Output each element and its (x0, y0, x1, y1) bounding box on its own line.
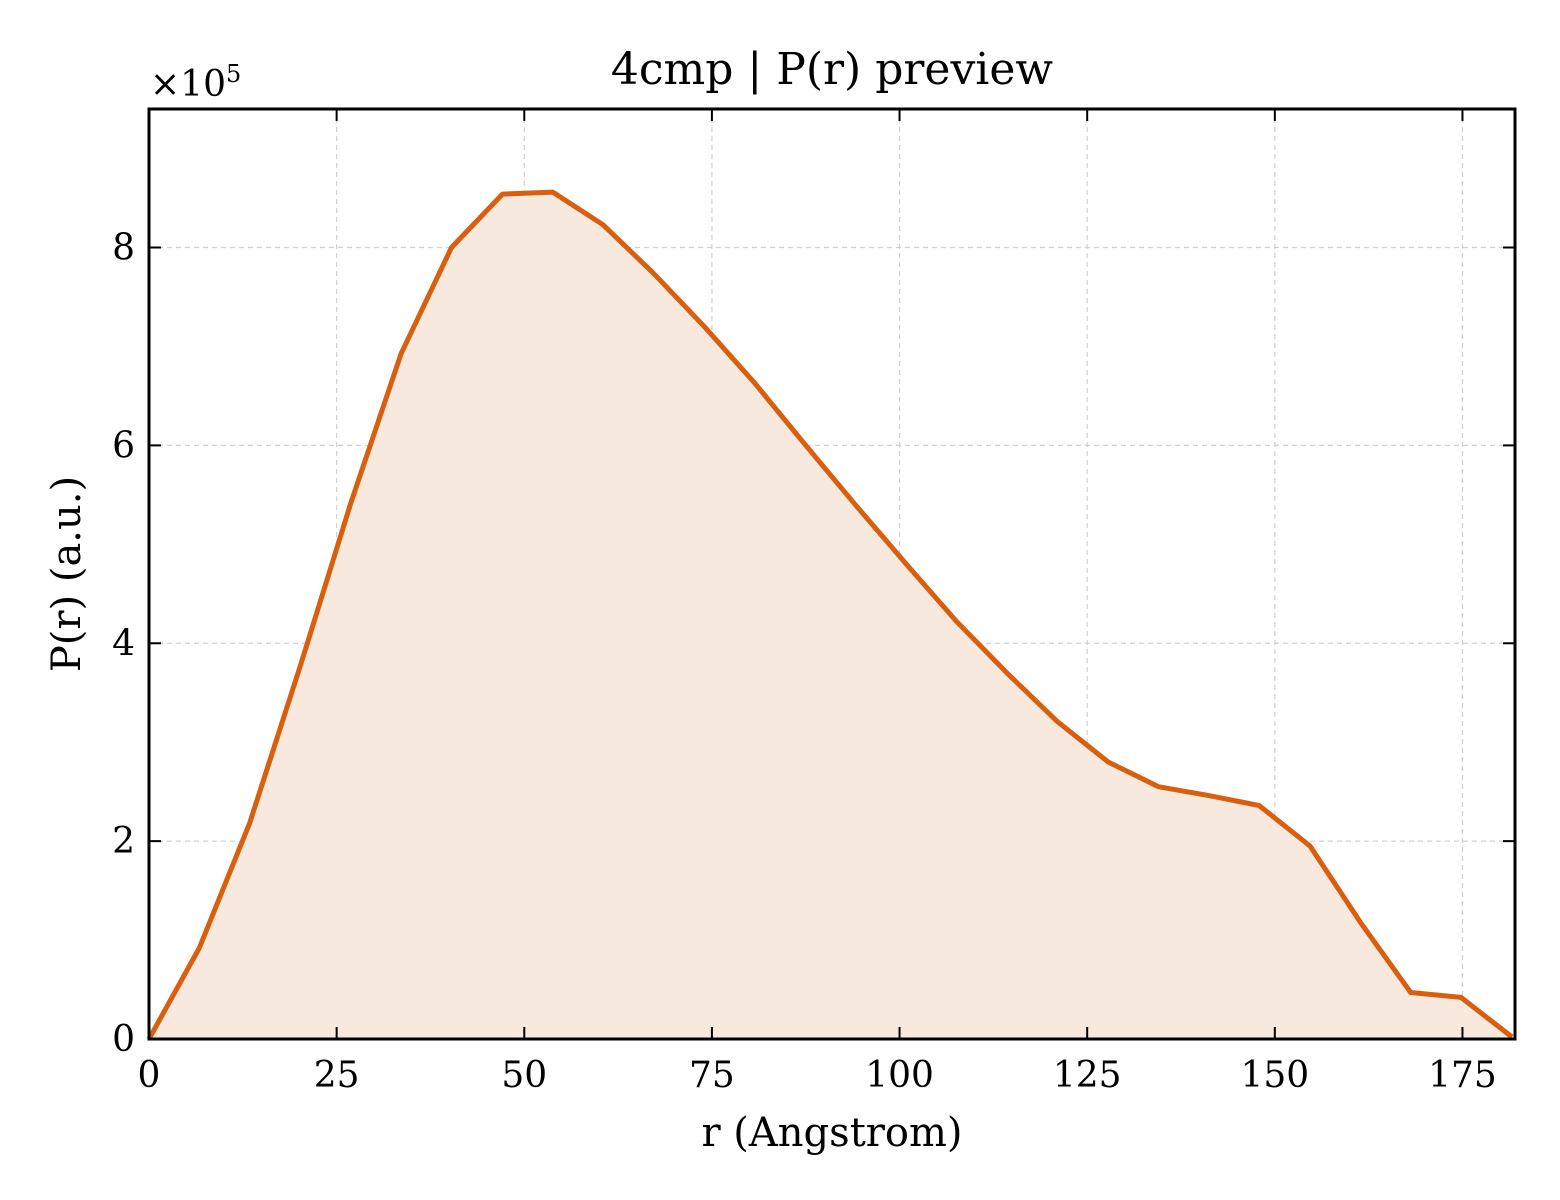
x-axis-label: r (Angstrom) (701, 1110, 962, 1156)
x-tick-label: 150 (1240, 1055, 1309, 1096)
chart-title: 4cmp | P(r) preview (611, 44, 1053, 95)
plot-frame (147, 107, 1517, 1041)
y-offset-exponent: 5 (226, 60, 241, 88)
y-tick-label: 4 (112, 623, 135, 664)
y-tick-label: 8 (112, 228, 135, 269)
pr-area-fill (149, 192, 1512, 1040)
y-offset-label: ×105 (150, 60, 241, 105)
pr-series-line (146, 189, 1514, 1041)
x-tick-label: 125 (1053, 1055, 1122, 1096)
x-tick-label: 175 (1428, 1055, 1497, 1096)
y-tick-label: 6 (112, 425, 135, 466)
x-tick-label: 100 (865, 1055, 934, 1096)
axis-ticks: 0 25 50 75 100 125 150 175 0 2 4 6 8 (112, 109, 1515, 1096)
x-tick-label: 25 (314, 1055, 360, 1096)
y-tick-label: 2 (112, 821, 135, 862)
y-axis-label: P(r) (a.u.) (44, 476, 90, 672)
y-offset-base: ×10 (150, 64, 226, 105)
y-tick-label: 0 (112, 1019, 135, 1060)
x-tick-label: 50 (501, 1055, 547, 1096)
x-tick-label: 0 (138, 1055, 161, 1096)
x-tick-label: 75 (689, 1055, 735, 1096)
